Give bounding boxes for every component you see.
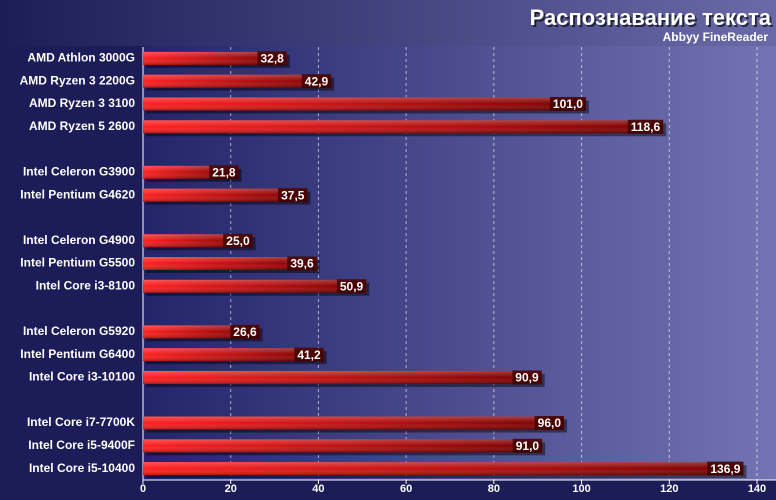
y-tick-label: AMD Ryzen 3 2200G: [20, 73, 135, 87]
value-label-bg: [230, 324, 260, 339]
chart-title: Распознавание текста: [530, 5, 772, 30]
x-tick-label: 0: [140, 483, 146, 495]
x-tick-label: 60: [400, 483, 412, 495]
y-tick-label: Intel Core i3-10100: [29, 370, 135, 384]
value-label: 41,2: [297, 348, 321, 362]
y-tick-label: Intel Celeron G4900: [23, 233, 135, 247]
value-label: 90,9: [515, 371, 539, 385]
bar-sheen: [143, 97, 586, 111]
x-tick-label: 20: [225, 483, 237, 495]
value-label-bg: [294, 347, 324, 362]
value-label: 50,9: [340, 279, 364, 293]
value-label: 25,0: [226, 234, 250, 248]
value-label-bg: [534, 416, 565, 431]
value-label-bg: [257, 51, 287, 66]
value-label-bg: [301, 74, 332, 89]
x-tick-label: 140: [748, 483, 766, 495]
value-label-bg: [278, 188, 308, 203]
y-tick-label: Intel Core i3-8100: [36, 278, 136, 292]
value-label: 101,0: [553, 97, 583, 111]
value-label: 96,0: [538, 416, 562, 430]
value-label: 39,6: [290, 257, 314, 271]
title-bar: [0, 0, 776, 46]
bar-sheen: [143, 74, 332, 88]
y-tick-label: AMD Athlon 3000G: [27, 51, 135, 65]
bar-sheen: [143, 188, 308, 202]
value-label-bg: [512, 370, 542, 385]
bar-sheen: [143, 439, 543, 453]
x-tick-label: 80: [488, 483, 500, 495]
value-label: 136,9: [710, 462, 740, 476]
chart-subtitle: Abbyy FineReader: [663, 30, 769, 44]
value-label: 32,8: [260, 52, 284, 66]
y-tick-label: Intel Core i5-10400: [29, 461, 135, 475]
y-tick-label: Intel Pentium G5500: [20, 256, 135, 270]
y-tick-label: Intel Celeron G3900: [23, 165, 135, 179]
value-label-bg: [707, 461, 744, 476]
value-label: 91,0: [516, 439, 540, 453]
value-label-bg: [627, 119, 664, 134]
bar-sheen: [143, 120, 664, 134]
value-label: 21,8: [212, 166, 236, 180]
y-tick-label: Intel Pentium G4620: [20, 187, 135, 201]
y-tick-label: Intel Celeron G5920: [23, 324, 135, 338]
x-tick-label: 120: [660, 483, 678, 495]
value-label: 37,5: [281, 188, 305, 202]
bar-sheen: [143, 370, 542, 384]
bar-sheen: [143, 279, 367, 293]
y-tick-label: Intel Pentium G6400: [20, 347, 135, 361]
value-label-bg: [287, 256, 317, 271]
y-tick-label: Intel Core i7-7700K: [27, 415, 135, 429]
bar-sheen: [143, 257, 317, 270]
value-label: 42,9: [305, 74, 329, 88]
value-label-bg: [549, 96, 586, 111]
y-tick-label: Intel Core i5-9400F: [28, 438, 135, 452]
value-label: 118,6: [631, 120, 661, 134]
y-tick-label: AMD Ryzen 3 3100: [29, 96, 135, 110]
value-label-bg: [223, 233, 253, 248]
x-tick-label: 100: [572, 483, 590, 495]
bar-sheen: [143, 348, 324, 362]
title-shadow: Распознавание текста: [532, 7, 774, 32]
bar-sheen: [143, 416, 565, 430]
value-label: 26,6: [233, 325, 257, 339]
value-label-bg: [512, 438, 543, 453]
value-label-bg: [209, 165, 239, 180]
bar-sheen: [143, 462, 744, 476]
value-label-bg: [336, 279, 367, 294]
x-tick-label: 40: [312, 483, 324, 495]
bar-sheen: [143, 51, 287, 65]
y-tick-label: AMD Ryzen 5 2600: [29, 119, 135, 133]
